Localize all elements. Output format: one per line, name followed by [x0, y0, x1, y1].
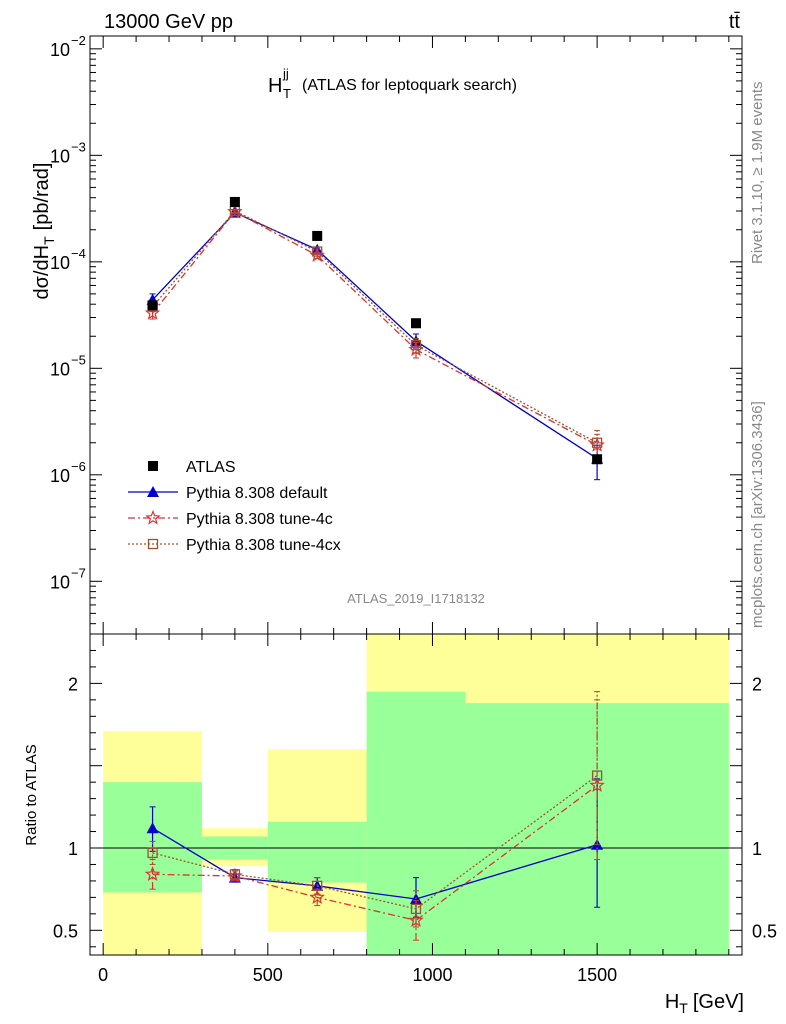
ratio-y-tick-label-right-2: 2: [752, 674, 762, 694]
ylabel-unit: [pb/rad]: [31, 163, 53, 231]
ylabel-sub: T: [41, 236, 57, 245]
legend-marker: [145, 509, 161, 525]
title-symbol: H: [268, 75, 282, 97]
title-symbol-sup: jj: [282, 66, 289, 81]
tick-base: 10: [50, 466, 70, 486]
main-point: [229, 196, 240, 207]
x-tick-label-3: 1500: [577, 965, 617, 985]
ratio-y-tick-label-left-1: 1: [68, 839, 78, 859]
ratio-point: [146, 822, 159, 834]
ratio-y-axis-label: Ratio to ATLAS: [23, 744, 40, 845]
legend: ATLAS Pythia 8.308 default Pythia 8.308 tu…: [128, 459, 341, 554]
ratio-y-tick-label-right-0: 0.5: [752, 921, 777, 941]
tick-base: 10: [50, 40, 70, 60]
legend-label-0: ATLAS: [186, 459, 236, 476]
tick-base: 10: [50, 253, 70, 273]
x-tick-label-0: 0: [98, 965, 108, 985]
svg-text:HT[GeV]: HT [GeV]: [665, 991, 744, 1016]
x-tick-label-1: 500: [253, 965, 283, 985]
main-y-tick-exp-4: −3: [71, 139, 86, 154]
ratio-series-pythia-8-308-tune-4cx: [147, 691, 603, 928]
main-series-pythia-8-308-default: [146, 206, 604, 481]
main-y-tick-exp-3: −4: [71, 246, 86, 261]
main-series-line: [152, 211, 598, 460]
ratio-point: [410, 903, 422, 915]
title-text: (ATLAS for leptoquark search): [302, 77, 517, 94]
tick-base: 10: [50, 572, 70, 592]
xlabel-main: H: [665, 991, 679, 1013]
legend-marker: [147, 486, 159, 497]
main-y-tick-exp-0: −7: [71, 565, 86, 580]
main-series-line: [152, 210, 598, 446]
rivet-version-label: Rivet 3.1.10, ≥ 1.9M events: [749, 82, 766, 265]
main-point: [411, 318, 421, 329]
green-band-2: [267, 821, 367, 883]
process-label: tt̄: [729, 11, 741, 33]
ratio-point: [591, 770, 603, 781]
ratio-frame: [89, 633, 743, 956]
legend-marker: [148, 461, 158, 471]
legend-label-1: Pythia 8.308 default: [186, 485, 328, 502]
main-y-tick-exp-2: −5: [71, 352, 86, 367]
main-series-pythia-8-308-tune-4cx: [147, 205, 603, 457]
ratio-y-tick-label-left-0: 0.5: [53, 921, 78, 941]
tick-base: 10: [50, 146, 70, 166]
ratio-series-line: [152, 784, 598, 922]
ratio-y-tick-label-right-1: 1: [752, 839, 762, 859]
main-panel: 10−710−610−510−410−310−2: [50, 33, 743, 635]
main-point: [410, 340, 422, 351]
main-y-tick-exp-5: −2: [71, 33, 86, 48]
ratio-point: [312, 880, 323, 892]
main-y-tick-label-3: 10: [50, 253, 70, 273]
main-y-tick-label-1: 10: [50, 466, 70, 486]
legend-label-3: Pythia 8.308 tune-4cx: [186, 537, 341, 554]
ratio-point: [229, 869, 241, 880]
energy-label: 13000 GeV pp: [104, 11, 233, 33]
mcplots-label: mcplots.cern.ch [arXiv:1306.3436]: [749, 401, 766, 628]
main-point: [147, 300, 158, 311]
main-series-pythia-8-308-tune-4c: [144, 203, 605, 460]
title-symbol-sub: T: [283, 86, 291, 101]
tick-base: 10: [50, 359, 70, 379]
ylabel-main: dσ/dH: [31, 245, 53, 300]
analysis-id-label: ATLAS_2019_I1718132: [347, 591, 485, 606]
main-y-tick-label-0: 10: [50, 572, 70, 592]
xlabel-sub: T: [679, 1000, 688, 1016]
x-axis-label: HT [GeV]: [665, 991, 744, 1016]
main-point: [312, 230, 323, 241]
plot-title: H jj T (ATLAS for leptoquark search): [268, 66, 517, 101]
legend-label-2: Pythia 8.308 tune-4c: [186, 511, 333, 528]
ratio-point: [147, 847, 158, 859]
x-tick-label-2: 1000: [412, 965, 452, 985]
legend-marker: [147, 538, 159, 550]
main-series-atlas: [147, 196, 603, 465]
ratio-panel: 0 500 1000 1500 0.5 0.5 1 1 2 2: [53, 633, 777, 985]
svg-text:dσ/dHT[pb/rad]: dσ/dHT [pb/rad]: [31, 163, 57, 300]
main-series-line: [152, 210, 598, 444]
ratio-point: [144, 866, 161, 881]
main-point: [591, 437, 603, 448]
main-y-tick-label-5: 10: [50, 40, 70, 60]
ratio-point: [408, 912, 424, 928]
main-y-tick-label-4: 10: [50, 146, 70, 166]
main-y-tick-exp-1: −6: [71, 459, 86, 474]
main-y-axis-label: dσ/dHT [pb/rad]: [31, 163, 57, 300]
ratio-point: [309, 889, 325, 904]
main-point: [312, 246, 323, 257]
main-y-tick-label-2: 10: [50, 359, 70, 379]
xlabel-unit: [GeV]: [693, 991, 744, 1013]
ratio-y-tick-label-left-2: 2: [68, 674, 78, 694]
main-point: [592, 454, 603, 465]
